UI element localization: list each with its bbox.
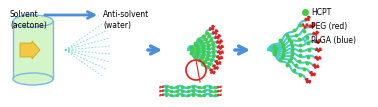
Text: PLGA (blue): PLGA (blue): [311, 36, 356, 45]
Text: Anti-solvent
(water): Anti-solvent (water): [103, 10, 149, 30]
FancyArrow shape: [20, 41, 40, 59]
Text: PEG (red): PEG (red): [311, 22, 347, 30]
Ellipse shape: [13, 15, 53, 27]
Ellipse shape: [13, 73, 53, 85]
Text: Solvent
(acetone): Solvent (acetone): [10, 10, 47, 30]
FancyBboxPatch shape: [13, 21, 53, 79]
Text: HCPT: HCPT: [311, 7, 331, 16]
